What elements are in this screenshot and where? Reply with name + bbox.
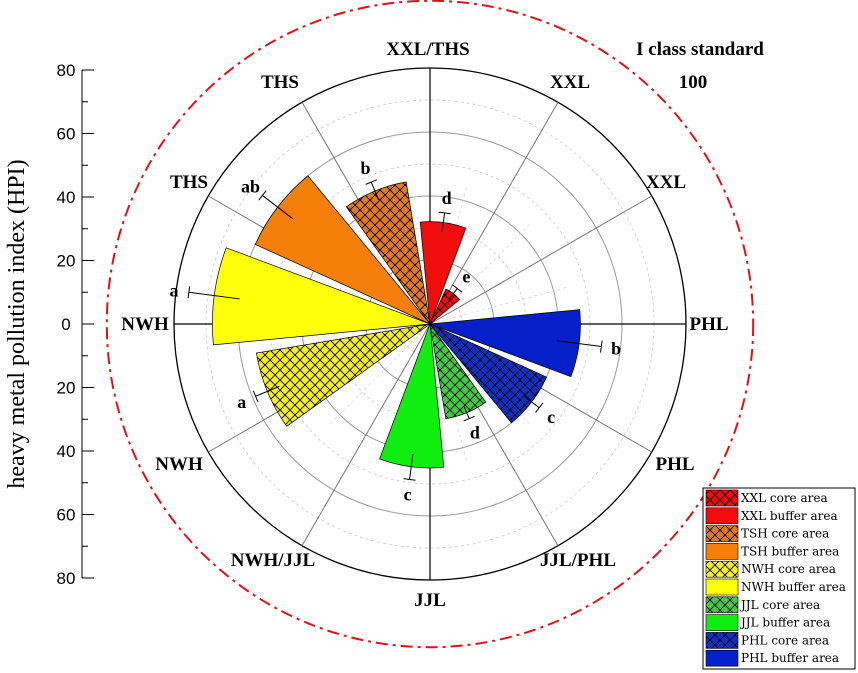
significance-letter: e [462,267,470,287]
direction-label: XXL/THS [386,39,469,60]
legend-label: TSH core area [741,527,829,541]
error-bar-group [187,179,603,481]
error-bar-cap [535,402,544,413]
significance-letter: a [237,392,246,412]
standard-label: I class standard [636,39,764,60]
standard-value-label: 100 [679,72,708,93]
radial-axis: 80 60 40 20 0 20 40 60 80 heavy metal pollution … [4,61,94,588]
legend-swatch [705,632,739,649]
legend-label: XXL buffer area [741,509,838,523]
legend-label: JJL buffer area [739,616,830,630]
significance-letter: c [547,407,555,427]
legend-swatch [705,543,739,560]
significance-letter: d [442,188,452,208]
significance-letters: e d b ab a a d c c b [170,158,622,504]
error-bar [262,195,294,220]
error-bar-cap [258,190,267,201]
significance-letter: b [360,158,370,178]
direction-label: THS [170,172,208,193]
significance-letter: a [170,280,179,300]
error-bar-cap [252,390,259,402]
direction-label: PHL [689,314,728,335]
radial-tick-label: 80 [57,61,76,80]
error-bar-cap [463,415,475,422]
legend-swatch [705,507,739,525]
radial-tick-label: 60 [57,506,76,525]
direction-label: JJL/PHL [540,550,616,571]
legend-swatch [705,596,739,614]
legend-swatch [705,560,739,578]
error-bar-cap [365,179,377,185]
error-bar [188,291,240,300]
legend-swatch [705,578,739,596]
radial-tick-label: 60 [57,125,76,144]
error-bar [370,181,380,201]
legend-label: NWH core area [741,562,836,576]
direction-label: NWH [121,314,169,335]
direction-label: THS [261,72,299,93]
error-bar-cap [438,211,451,215]
legend: XXL core area XXL buffer area TSH core are… [702,487,856,670]
direction-label: XXL [550,72,590,93]
standard-reference-circle [105,0,755,649]
radial-tick-label: 80 [57,569,76,588]
legend-swatch [705,525,739,542]
y-axis-title: heavy metal pollution index (HPI) [4,159,30,488]
radial-axis-ticks: 80 60 40 20 0 20 40 60 80 [57,61,94,588]
significance-letter: c [404,484,412,504]
bar-series-group [212,175,581,469]
radial-tick-label: 0 [61,315,70,334]
direction-label: NWH [155,454,203,475]
significance-letter: ab [241,176,260,196]
error-bar [463,406,470,419]
error-bar [556,340,602,348]
legend-label: PHL buffer area [741,651,839,665]
radial-tick-label: 40 [57,442,76,461]
radial-tick-label: 20 [57,379,76,398]
grid-spoke [429,195,652,325]
direction-labels: XXL/THS XXL XXL PHL PHL JJL/PHL JJL NWH/JJL NWH N… [121,39,728,611]
direction-label: JJL [414,590,446,611]
error-bar-cap [452,284,463,293]
error-bar-cap [600,340,603,353]
error-bar [409,454,414,480]
grid-spoke [429,102,559,325]
legend-swatch [705,489,739,507]
legend-label: PHL core area [741,633,829,647]
radial-tick-label: 40 [57,188,76,207]
significance-letter: d [470,422,480,442]
legend-label: NWH buffer area [741,580,846,594]
grid-spoke [301,323,431,546]
error-bar [441,212,446,233]
radial-tick-label: 20 [57,252,76,271]
error-bar [255,385,280,397]
error-bar-cap [187,286,191,299]
legend-swatch [705,649,739,667]
legend-label: XXL core area [741,491,828,505]
direction-label: NWH/JJL [231,550,315,571]
significance-letter: b [611,339,621,359]
direction-label: XXL [646,172,686,193]
legend-label: TSH buffer area [741,544,839,558]
error-bar [449,288,458,299]
error-bar [523,395,540,409]
legend-swatch [705,614,739,631]
direction-label: PHL [655,454,694,475]
error-bar-cap [403,478,416,481]
legend-label: JJL core area [739,598,820,612]
